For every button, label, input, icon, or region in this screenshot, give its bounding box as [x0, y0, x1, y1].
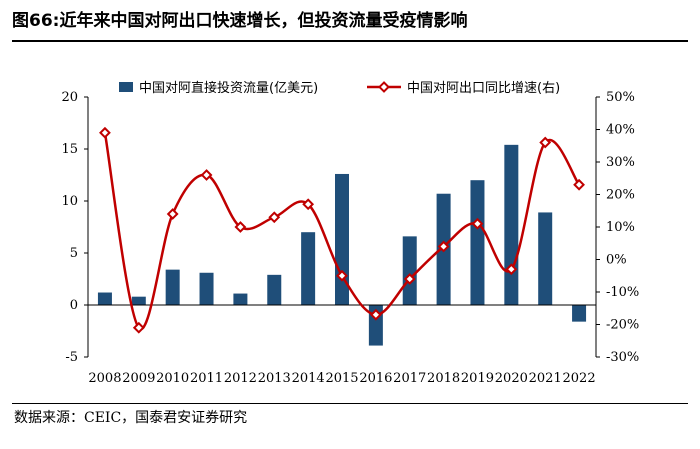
line-point — [99, 126, 111, 139]
x-tick-label: 2021 — [529, 371, 562, 386]
bar — [131, 296, 146, 305]
legend: 中国对阿直接投资流量(亿美元) 中国对阿出口同比增速(右) — [119, 80, 560, 96]
left-tick-label: 10 — [61, 194, 78, 209]
legend-bar-label: 中国对阿直接投资流量(亿美元) — [139, 80, 318, 96]
bar — [470, 180, 485, 305]
bar — [335, 173, 349, 305]
x-tick-label: 2012 — [224, 371, 257, 386]
left-tick-label: 20 — [61, 90, 78, 105]
bar — [267, 274, 282, 305]
right-tick-label: 20% — [606, 188, 635, 203]
right-tick-label: 0% — [606, 253, 627, 268]
left-tick-label: 0 — [70, 298, 78, 313]
x-tick-label: 2017 — [393, 371, 426, 386]
legend-bar-swatch — [119, 82, 133, 92]
axes: -5 0 5 10 15 20 -30% -20% -10% 0% 10% 20% 30% 40% 50% 2… — [61, 90, 639, 386]
x-tick-label: 2016 — [359, 371, 392, 386]
x-tick-label: 2022 — [563, 371, 596, 386]
line-point — [132, 321, 145, 334]
source-note: 数据来源：CEIC，国泰君安证券研究 — [14, 410, 248, 426]
line-point — [336, 269, 348, 282]
line-point — [268, 211, 281, 224]
legend-line-label: 中国对阿出口同比增速(右) — [407, 81, 560, 96]
bar — [572, 305, 587, 322]
line-point — [437, 240, 450, 253]
bar — [97, 292, 112, 305]
line-series — [99, 126, 585, 334]
right-tick-label: -20% — [606, 318, 639, 333]
x-tick-label: 2015 — [325, 371, 358, 386]
right-tick-label: 40% — [606, 123, 635, 138]
line-point — [471, 217, 484, 230]
line-point — [234, 221, 247, 233]
line-point — [166, 208, 179, 220]
x-tick-label: 2020 — [495, 371, 528, 386]
x-tick-label: 2014 — [292, 371, 325, 386]
x-tick-label: 2011 — [190, 371, 223, 386]
bar — [199, 272, 214, 305]
chart-title: 图66:近年来中国对阿出口快速增长，但投资流量受疫情影响 — [12, 11, 468, 31]
source-rule — [12, 403, 688, 404]
left-tick-label: 15 — [61, 142, 78, 157]
x-tick-label: 2019 — [461, 371, 494, 386]
bar — [233, 293, 248, 305]
line-point — [200, 169, 213, 181]
x-tick-label: 2018 — [427, 371, 460, 386]
left-tick-label: 5 — [70, 246, 78, 261]
bar — [165, 269, 180, 305]
right-tick-label: -10% — [606, 285, 639, 300]
legend-line-marker — [378, 81, 390, 93]
line-point — [573, 178, 585, 191]
right-tick-label: 10% — [606, 220, 635, 235]
bar — [402, 236, 417, 305]
bar — [538, 212, 553, 305]
bar-series — [97, 144, 587, 346]
x-tick-label: 2013 — [258, 371, 291, 386]
right-tick-label: -30% — [606, 350, 639, 365]
bar — [301, 232, 316, 305]
line-point — [369, 308, 382, 321]
left-tick-label: -5 — [65, 350, 78, 365]
x-tick-label: 2008 — [88, 371, 121, 386]
right-tick-label: 50% — [606, 90, 635, 105]
line-point — [403, 273, 416, 285]
title-rule — [12, 40, 688, 42]
line-point — [505, 263, 518, 276]
line-point — [539, 136, 552, 149]
bar — [504, 144, 519, 305]
line-point — [302, 198, 315, 211]
x-tick-label: 2010 — [156, 371, 189, 386]
right-tick-label: 30% — [606, 155, 635, 170]
x-tick-label: 2009 — [122, 371, 155, 386]
